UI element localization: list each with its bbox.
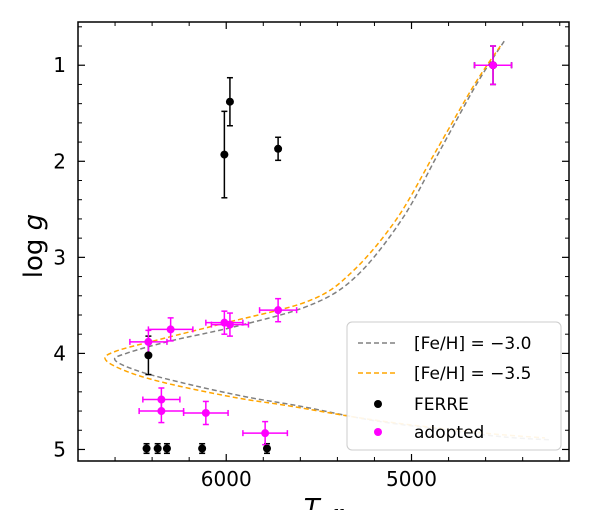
adopted-point [157,407,166,416]
y-tick-label: 2 [53,149,66,173]
x-axis-label-sub: eff [320,507,344,510]
ferre-point [274,144,283,153]
ferre-point [162,444,171,453]
y-tick-label: 4 [53,341,66,365]
legend: [Fe/H] = −3.0 [Fe/H] = −3.5 FERRE adopte… [346,321,562,451]
adopted-point [274,306,283,315]
legend-box [346,321,562,451]
legend-marker-adopted [374,428,382,436]
adopted-point [157,395,166,404]
ferre-point [144,351,153,360]
legend-marker-ferre [374,400,382,408]
adopted-point [201,408,210,417]
adopted-point [489,61,498,70]
legend-label-ferre: FERRE [414,395,469,415]
isochrone-curve-1 [104,45,545,439]
y-tick-label: 5 [53,437,66,461]
ferre-point [153,444,162,453]
ferre-point [198,444,207,453]
ferre-point [142,444,151,453]
y-axis-label: log g [19,214,49,278]
ferre-point [262,444,271,453]
adopted-point [166,325,175,334]
y-axis-label-var: g [19,214,49,231]
y-tick-label: 1 [53,53,66,77]
ferre-point [220,150,229,159]
y-axis-label-main: log [19,239,49,279]
x-axis-label: Teff [304,494,344,510]
x-tick-label: 5000 [386,467,437,491]
legend-label-adopted: adopted [414,423,484,443]
x-axis-label-main: T [304,494,322,510]
legend-label-fe-3-5: [Fe/H] = −3.5 [414,364,531,384]
y-tick-label: 3 [53,245,66,269]
legend-label-fe-3-0: [Fe/H] = −3.0 [414,334,531,354]
adopted-point [144,337,153,346]
axis-ticks: 6000 5000 1 2 3 4 5 [53,22,569,491]
ferre-point [225,97,234,106]
adopted-point [261,429,270,438]
x-tick-label: 6000 [201,467,252,491]
data-points [142,61,498,453]
plot-area [77,21,570,462]
adopted-point [220,318,229,327]
